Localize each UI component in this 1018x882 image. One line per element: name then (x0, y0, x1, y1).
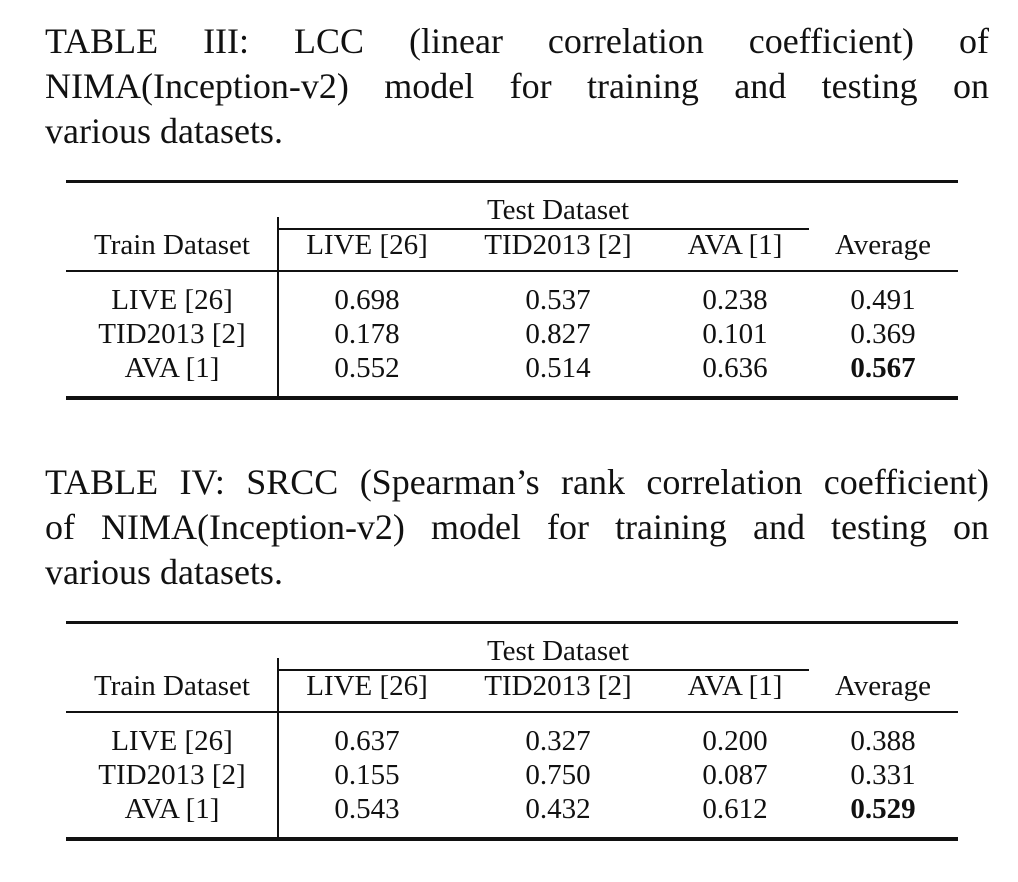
row-header: Train Dataset (94, 229, 250, 261)
table-cell-best: 0.529 (850, 793, 916, 825)
table-cell: 0.612 (702, 793, 768, 825)
table-iii: Test Dataset Train Dataset LIVE [26] TID… (66, 180, 958, 400)
table-cell: 0.432 (525, 793, 591, 825)
top-rule (66, 621, 958, 624)
mid-rule (66, 270, 958, 272)
row-label: LIVE [26] (111, 284, 233, 316)
table-cell: 0.087 (702, 759, 768, 791)
table-iv-caption: TABLE IV: SRCC (Spearman’s rank correlat… (45, 460, 989, 595)
table-cell: 0.369 (850, 318, 916, 350)
table-cell: 0.537 (525, 284, 591, 316)
table-cell: 0.155 (334, 759, 400, 791)
table-cell: 0.750 (525, 759, 591, 791)
table-iv: Test Dataset Train Dataset LIVE [26] TID… (66, 621, 958, 841)
column-header: Average (834, 229, 932, 261)
table-cell: 0.327 (525, 725, 591, 757)
table-cell: 0.552 (334, 352, 400, 384)
caption-line: TABLE III: LCC (linear correlation coeff… (45, 21, 989, 61)
group-rule (279, 669, 809, 671)
mid-rule (66, 711, 958, 713)
caption-line: various datasets. (45, 552, 283, 592)
column-header: LIVE [26] (306, 229, 428, 261)
bottom-rule (66, 396, 958, 400)
caption-line: NIMA(Inception-v2) model for training an… (45, 66, 989, 106)
bottom-rule (66, 837, 958, 841)
row-label: LIVE [26] (111, 725, 233, 757)
row-header: Train Dataset (94, 670, 250, 702)
table-cell: 0.200 (702, 725, 768, 757)
row-label: AVA [1] (124, 793, 220, 825)
column-header: TID2013 [2] (484, 229, 632, 261)
caption-line: various datasets. (45, 111, 283, 151)
table-cell: 0.636 (702, 352, 768, 384)
table-cell: 0.827 (525, 318, 591, 350)
group-header: Test Dataset (486, 635, 630, 667)
row-label: AVA [1] (124, 352, 220, 384)
column-header: LIVE [26] (306, 670, 428, 702)
table-cell: 0.238 (702, 284, 768, 316)
column-header: AVA [1] (687, 229, 783, 261)
column-header: TID2013 [2] (484, 670, 632, 702)
caption-line: TABLE IV: SRCC (Spearman’s rank correlat… (45, 462, 989, 502)
column-header: Average (834, 670, 932, 702)
table-cell: 0.178 (334, 318, 400, 350)
top-rule (66, 180, 958, 183)
table-cell: 0.514 (525, 352, 591, 384)
table-cell: 0.491 (850, 284, 916, 316)
table-cell: 0.543 (334, 793, 400, 825)
group-rule (279, 228, 809, 230)
vertical-rule (277, 217, 279, 399)
table-cell-best: 0.567 (850, 352, 916, 384)
row-label: TID2013 [2] (98, 759, 246, 791)
column-header: AVA [1] (687, 670, 783, 702)
table-cell: 0.637 (334, 725, 400, 757)
caption-line: of NIMA(Inception-v2) model for training… (45, 507, 989, 547)
table-cell: 0.388 (850, 725, 916, 757)
row-label: TID2013 [2] (98, 318, 246, 350)
table-iii-caption: TABLE III: LCC (linear correlation coeff… (45, 19, 989, 154)
table-cell: 0.101 (702, 318, 768, 350)
table-cell: 0.698 (334, 284, 400, 316)
group-header: Test Dataset (486, 194, 630, 226)
table-cell: 0.331 (850, 759, 916, 791)
vertical-rule (277, 658, 279, 840)
